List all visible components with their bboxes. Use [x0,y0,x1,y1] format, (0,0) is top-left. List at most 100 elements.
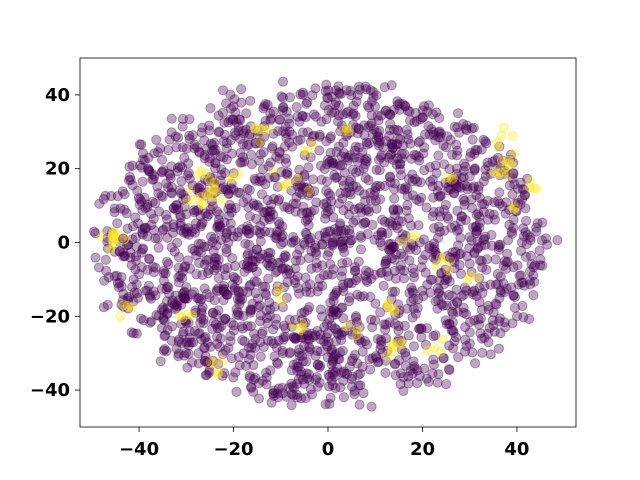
data-point [431,107,442,118]
data-point-highlight [118,234,129,245]
data-point [479,234,490,245]
data-point [318,270,329,281]
data-point [362,100,373,111]
data-point [256,175,267,186]
data-point [349,385,360,397]
data-point [476,333,487,344]
data-point [440,177,451,189]
data-point [408,341,420,352]
data-point [436,291,448,302]
data-point-highlight [288,320,299,331]
data-point [277,92,288,103]
data-point [266,143,278,154]
data-point [131,241,142,252]
data-point [525,250,537,261]
data-point-highlight [208,184,219,195]
data-point [338,285,349,297]
data-point [408,303,419,314]
data-point [143,152,154,163]
data-point [337,175,348,186]
data-point [242,183,253,194]
data-point [284,118,295,129]
data-point [294,116,305,127]
data-point-highlight [430,260,441,271]
data-point [158,224,169,235]
data-point [492,161,503,172]
data-point [137,224,148,235]
data-point [119,204,130,215]
data-point [310,374,321,385]
data-point [228,101,239,112]
data-point [471,190,482,201]
data-point [361,137,372,148]
data-point [324,156,335,167]
data-point [329,371,340,382]
data-point [286,237,297,248]
data-point [329,323,340,334]
data-point [312,359,323,370]
data-point [281,292,292,303]
data-point [387,242,398,254]
data-point [241,225,252,236]
data-point [500,322,511,333]
data-point [124,161,135,172]
data-point [352,90,363,101]
data-point-highlight [389,306,400,317]
data-point [492,196,504,207]
data-point [336,88,347,100]
data-point [442,211,453,222]
data-point [177,266,188,277]
data-point [430,330,441,341]
data-point [504,180,515,191]
data-point [301,281,312,292]
data-point [357,346,368,357]
data-point [311,197,322,208]
x-tick-label: −40 [119,439,159,460]
data-point [443,290,454,301]
data-point [236,157,247,168]
data-point [234,114,245,125]
data-point [204,156,215,167]
data-point [202,176,214,187]
data-point [206,175,217,187]
data-point [498,278,509,289]
data-point [325,131,336,142]
data-point [362,228,373,240]
data-point [458,193,469,205]
data-point [255,316,266,327]
data-point [400,360,411,371]
data-point [156,167,168,178]
data-point [166,242,177,253]
data-point [89,226,100,237]
data-point [122,293,133,304]
data-point [443,364,455,375]
data-point [173,336,184,347]
data-point [314,145,325,156]
data-point [300,392,311,404]
data-point [450,251,461,262]
data-point [391,220,402,231]
data-point [502,256,514,268]
data-point [336,334,347,346]
data-point [184,333,195,344]
data-point [345,235,356,246]
data-points [89,76,563,412]
data-point [334,88,345,99]
data-point [181,143,192,154]
data-point [474,273,485,284]
data-point-highlight [109,233,120,244]
data-point [241,225,252,236]
data-point [90,228,101,239]
data-point [374,140,385,151]
data-point [232,231,243,242]
data-point [444,252,456,263]
data-point [323,188,334,199]
data-point [315,346,326,357]
data-point [302,207,313,218]
data-point-highlight [233,168,244,179]
data-point [320,86,331,97]
data-point [336,367,347,378]
data-point [151,310,162,321]
data-point [279,250,291,261]
data-point [237,323,248,334]
